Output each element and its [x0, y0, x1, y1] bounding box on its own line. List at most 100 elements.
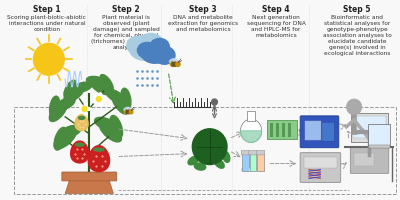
Ellipse shape — [126, 111, 128, 114]
Ellipse shape — [127, 108, 132, 111]
Ellipse shape — [50, 97, 60, 118]
Ellipse shape — [128, 111, 130, 114]
Polygon shape — [65, 179, 113, 193]
Ellipse shape — [94, 100, 98, 104]
Ellipse shape — [194, 163, 206, 170]
Ellipse shape — [110, 116, 122, 138]
Ellipse shape — [79, 105, 84, 109]
Ellipse shape — [64, 86, 84, 103]
Ellipse shape — [130, 39, 160, 61]
Ellipse shape — [222, 151, 230, 163]
Polygon shape — [75, 115, 88, 131]
Polygon shape — [88, 146, 110, 172]
Ellipse shape — [86, 108, 91, 111]
Polygon shape — [71, 141, 89, 163]
FancyBboxPatch shape — [304, 122, 321, 141]
Ellipse shape — [76, 143, 84, 146]
FancyBboxPatch shape — [353, 116, 386, 138]
FancyBboxPatch shape — [276, 123, 279, 137]
FancyBboxPatch shape — [282, 123, 285, 137]
FancyBboxPatch shape — [249, 151, 257, 155]
Text: DNA and metabolite
extraction for genomics
and metabolomics: DNA and metabolite extraction for genomi… — [168, 15, 238, 31]
Ellipse shape — [172, 63, 174, 67]
FancyBboxPatch shape — [322, 123, 334, 142]
Circle shape — [129, 110, 133, 114]
Ellipse shape — [84, 103, 87, 108]
Polygon shape — [242, 167, 249, 171]
Ellipse shape — [141, 44, 168, 64]
FancyBboxPatch shape — [368, 125, 390, 145]
Ellipse shape — [121, 89, 131, 110]
Ellipse shape — [139, 34, 162, 52]
Ellipse shape — [112, 92, 129, 114]
Text: Step 4: Step 4 — [262, 5, 290, 14]
FancyBboxPatch shape — [368, 145, 390, 148]
Ellipse shape — [73, 83, 92, 93]
Text: Next generation
sequencing for DNA
and HPLC-MS for
metabolomics: Next generation sequencing for DNA and H… — [247, 15, 306, 37]
Ellipse shape — [124, 108, 129, 111]
Text: Plant material is
observed (plant
damage) and sampled
for chemical, physical
(tr: Plant material is observed (plant damage… — [90, 15, 161, 49]
Ellipse shape — [78, 117, 85, 120]
FancyBboxPatch shape — [354, 154, 374, 166]
FancyBboxPatch shape — [350, 148, 389, 174]
Ellipse shape — [79, 110, 84, 114]
Text: Step 3: Step 3 — [189, 5, 217, 14]
Ellipse shape — [142, 42, 167, 62]
FancyBboxPatch shape — [304, 158, 337, 168]
Ellipse shape — [90, 80, 111, 95]
FancyBboxPatch shape — [270, 123, 273, 137]
Circle shape — [96, 97, 101, 102]
Ellipse shape — [55, 98, 75, 111]
Circle shape — [346, 100, 362, 115]
Ellipse shape — [54, 129, 76, 149]
FancyBboxPatch shape — [62, 172, 117, 181]
Ellipse shape — [188, 157, 198, 165]
FancyBboxPatch shape — [257, 154, 264, 171]
Circle shape — [176, 63, 180, 67]
Polygon shape — [240, 131, 262, 143]
Text: Step 5: Step 5 — [343, 5, 371, 14]
Ellipse shape — [54, 128, 67, 150]
Ellipse shape — [100, 122, 122, 142]
Ellipse shape — [64, 81, 76, 98]
Ellipse shape — [124, 110, 131, 114]
Ellipse shape — [59, 126, 81, 139]
Ellipse shape — [138, 43, 157, 59]
FancyBboxPatch shape — [300, 116, 339, 148]
FancyBboxPatch shape — [351, 114, 388, 142]
Polygon shape — [240, 120, 262, 143]
Circle shape — [212, 100, 217, 105]
Circle shape — [82, 107, 87, 112]
Ellipse shape — [86, 77, 106, 86]
FancyBboxPatch shape — [288, 123, 290, 137]
Ellipse shape — [49, 101, 68, 122]
Ellipse shape — [170, 60, 175, 63]
Circle shape — [192, 129, 227, 165]
Ellipse shape — [94, 148, 104, 151]
Circle shape — [34, 44, 64, 76]
Ellipse shape — [174, 63, 176, 67]
FancyBboxPatch shape — [241, 151, 250, 155]
Ellipse shape — [100, 75, 113, 92]
Ellipse shape — [127, 37, 148, 55]
FancyBboxPatch shape — [256, 151, 265, 155]
Text: Scoring plant-biotic-abiotic
interactions under natural
condition: Scoring plant-biotic-abiotic interaction… — [8, 15, 86, 31]
Ellipse shape — [173, 60, 179, 63]
Ellipse shape — [106, 90, 125, 103]
Ellipse shape — [95, 118, 117, 131]
Ellipse shape — [98, 93, 102, 98]
FancyBboxPatch shape — [267, 121, 297, 140]
Text: Step 2: Step 2 — [112, 5, 140, 14]
Ellipse shape — [84, 111, 87, 116]
Polygon shape — [250, 167, 256, 171]
Polygon shape — [257, 167, 264, 171]
Ellipse shape — [150, 39, 169, 55]
Ellipse shape — [214, 159, 224, 168]
Ellipse shape — [170, 63, 178, 67]
Ellipse shape — [98, 101, 102, 106]
Ellipse shape — [154, 47, 175, 65]
FancyBboxPatch shape — [247, 111, 255, 121]
FancyBboxPatch shape — [300, 153, 341, 183]
Text: Bioinformatic and
statistical analyses for
genotype-phenotype
association analys: Bioinformatic and statistical analyses f… — [323, 15, 392, 55]
Ellipse shape — [100, 98, 105, 101]
